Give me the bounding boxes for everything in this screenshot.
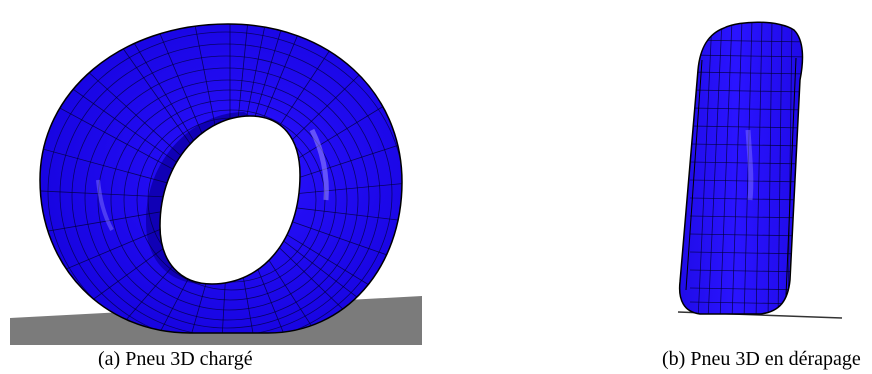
panel-a-loaded-tire [10, 23, 422, 345]
caption-a: (a) Pneu 3D chargé [98, 348, 253, 370]
panel-b-skidding-tire [600, 0, 872, 374]
caption-b: (b) Pneu 3D en dérapage [662, 348, 861, 370]
tire-side-mesh [679, 22, 803, 314]
loaded-tire-render [10, 23, 422, 345]
skidding-tire-render [677, 21, 843, 319]
